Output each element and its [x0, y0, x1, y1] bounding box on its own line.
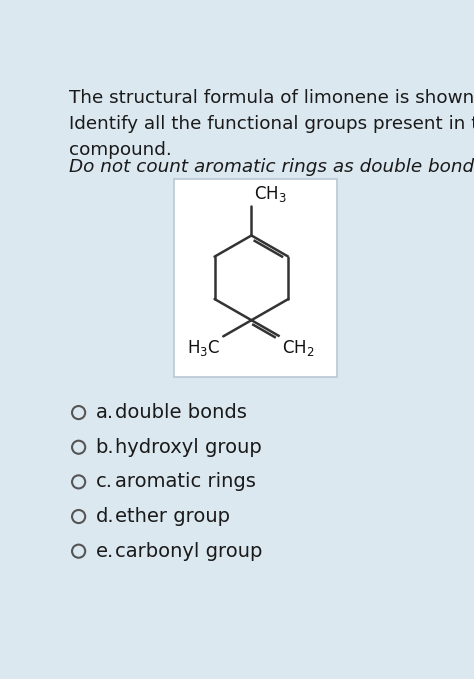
Text: H$_3$C: H$_3$C [187, 338, 220, 358]
Text: aromatic rings: aromatic rings [115, 473, 256, 492]
Text: a.: a. [96, 403, 114, 422]
Circle shape [72, 545, 85, 557]
Text: hydroxyl group: hydroxyl group [115, 438, 262, 457]
FancyBboxPatch shape [174, 179, 337, 377]
Text: CH$_2$: CH$_2$ [282, 338, 314, 358]
Circle shape [72, 510, 85, 523]
Text: The structural formula of limonene is shown below.
Identify all the functional g: The structural formula of limonene is sh… [69, 89, 474, 159]
Circle shape [72, 406, 85, 419]
Text: carbonyl group: carbonyl group [115, 542, 263, 561]
Text: CH$_3$: CH$_3$ [254, 184, 287, 204]
Text: double bonds: double bonds [115, 403, 247, 422]
Circle shape [72, 475, 85, 488]
Text: c.: c. [96, 473, 113, 492]
Text: e.: e. [96, 542, 114, 561]
Text: b.: b. [96, 438, 114, 457]
Text: Do not count aromatic rings as double bonds.: Do not count aromatic rings as double bo… [69, 158, 474, 177]
Text: ether group: ether group [115, 507, 230, 526]
Text: d.: d. [96, 507, 114, 526]
Circle shape [72, 441, 85, 454]
